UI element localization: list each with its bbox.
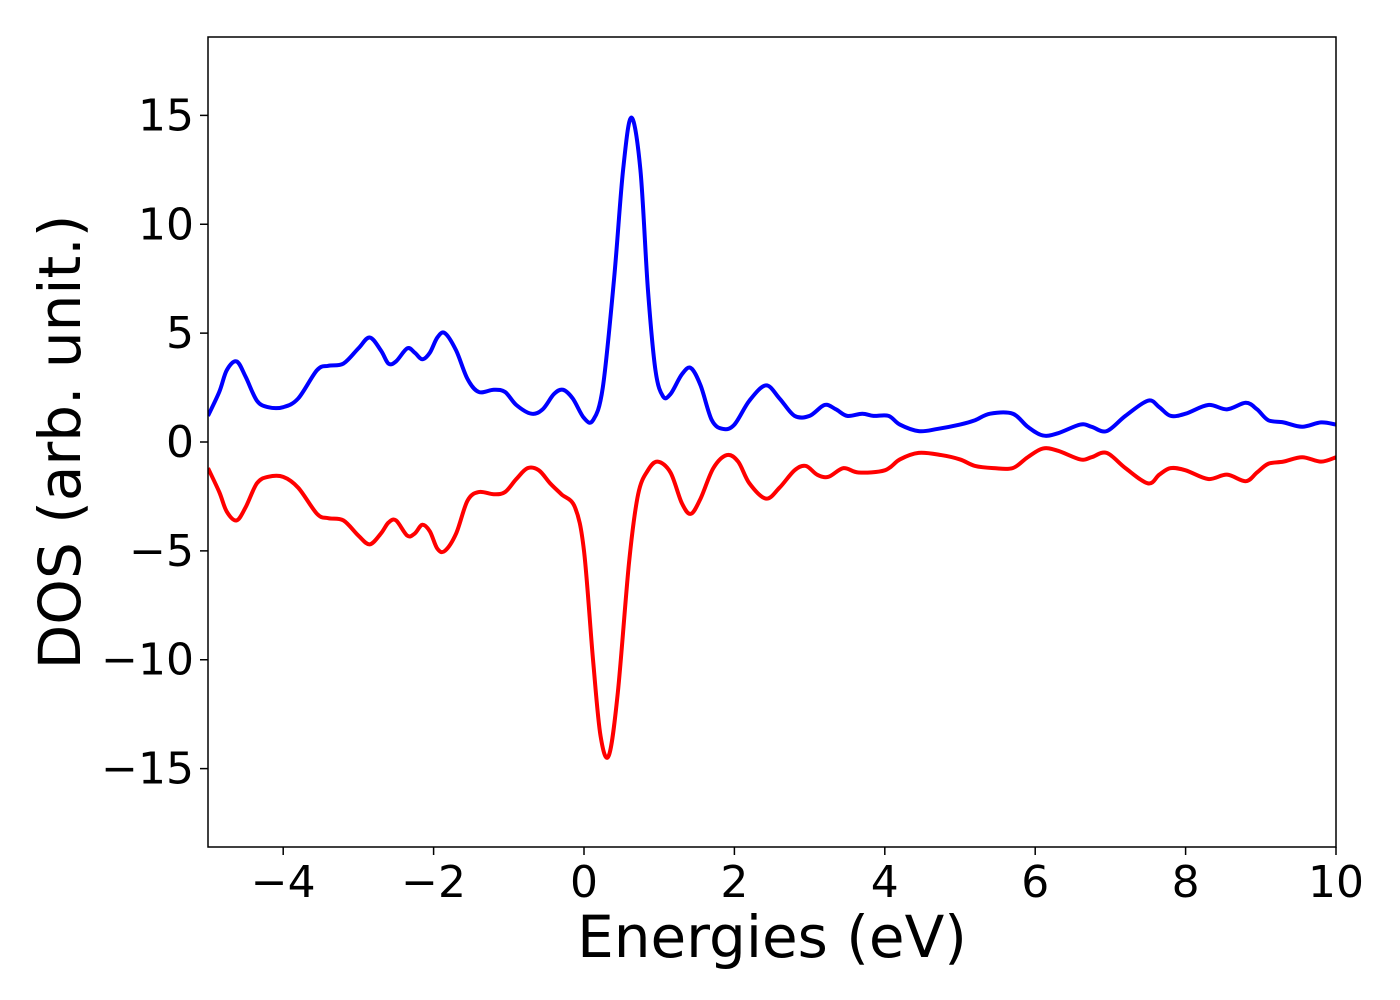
y-tick-label: 15 xyxy=(138,90,194,141)
x-tick-label: −2 xyxy=(401,857,466,908)
plot-area-frame xyxy=(207,36,1337,848)
y-axis-ticks: −15 −10 −5 0 5 10 15 xyxy=(101,90,208,795)
y-tick-label: −5 xyxy=(129,526,194,577)
x-tick-label: 0 xyxy=(570,857,598,908)
x-tick-label: 8 xyxy=(1172,857,1200,908)
x-tick-label: 10 xyxy=(1308,857,1364,908)
x-tick-label: 4 xyxy=(871,857,899,908)
series-layer xyxy=(208,115,1336,760)
series-line-blue xyxy=(208,115,1336,438)
series-line-red xyxy=(208,446,1336,760)
x-tick-label: 2 xyxy=(720,857,748,908)
y-tick-label: 0 xyxy=(166,417,194,468)
y-axis-label: DOS (arb. unit.) xyxy=(26,215,94,670)
y-tick-label: 10 xyxy=(138,199,194,250)
x-axis-ticks: −4 −2 0 2 4 6 8 10 xyxy=(251,847,1364,908)
x-axis-label: Energies (eV) xyxy=(577,903,967,971)
y-tick-label: −10 xyxy=(101,635,194,686)
x-tick-label: −4 xyxy=(251,857,316,908)
y-tick-label: −15 xyxy=(101,744,194,795)
y-tick-label: 5 xyxy=(166,308,194,359)
x-tick-label: 6 xyxy=(1021,857,1049,908)
